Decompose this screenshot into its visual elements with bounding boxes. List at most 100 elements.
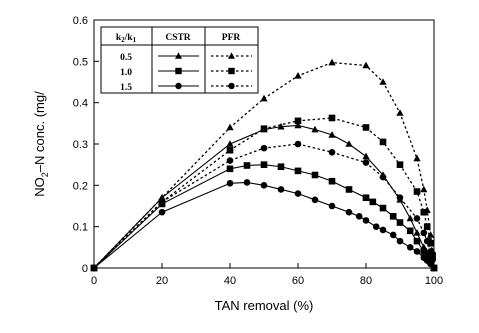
data-point-triangle — [174, 52, 183, 59]
data-point-triangle — [277, 122, 285, 130]
data-point-square — [345, 186, 353, 193]
data-point-square — [175, 67, 182, 75]
data-point-triangle — [328, 58, 336, 66]
data-point-circle — [226, 179, 234, 187]
data-point-square — [294, 117, 302, 125]
data-point-circle — [355, 213, 363, 220]
y-tick-label: 0.2 — [73, 180, 88, 192]
data-point-circle — [379, 173, 387, 181]
data-point-circle — [158, 198, 166, 206]
data-point-square — [228, 67, 235, 75]
data-point-square — [396, 219, 404, 226]
data-point-circle — [90, 264, 98, 272]
data-point-circle — [294, 190, 302, 197]
data-point-circle — [396, 237, 404, 245]
data-point-triangle — [345, 140, 353, 147]
data-point-triangle — [227, 52, 236, 59]
data-point-square — [226, 165, 234, 173]
data-point-triangle — [379, 78, 387, 85]
data-point-triangle — [328, 131, 336, 138]
data-point-square — [427, 239, 434, 247]
y-tick-label: 0 — [82, 263, 88, 275]
data-point-square — [260, 161, 268, 168]
data-point-triangle — [413, 229, 421, 236]
data-point-triangle — [426, 231, 435, 238]
y-tick-label: 0.3 — [73, 139, 88, 151]
data-point-circle — [345, 208, 353, 216]
data-point-square — [420, 208, 428, 216]
data-point-circle — [362, 159, 370, 166]
data-point-circle — [243, 179, 251, 186]
x-tick-label: 0 — [91, 275, 97, 287]
y-tick-label: 0.5 — [73, 56, 88, 68]
legend-header-ratio: k2/k1 — [116, 33, 137, 44]
data-point-triangle — [406, 214, 414, 222]
data-point-circle — [413, 215, 421, 222]
data-point-circle — [423, 237, 431, 245]
legend-row-label: 0.5 — [120, 53, 132, 63]
data-point-circle — [226, 157, 234, 164]
data-point-circle — [427, 248, 434, 255]
data-point-square — [379, 204, 387, 212]
legend: k2/k1 CSTR PFR 0.5 1.0 1.5 — [100, 26, 259, 94]
data-point-circle — [396, 194, 404, 202]
data-point-circle — [406, 244, 414, 251]
x-tick-label: 40 — [224, 275, 236, 287]
data-point-circle — [429, 256, 436, 264]
data-point-triangle — [260, 94, 268, 102]
legend-header-pfr: PFR — [222, 33, 241, 43]
data-point-circle — [175, 82, 182, 90]
data-point-square — [362, 124, 370, 131]
data-point-square — [389, 213, 397, 220]
data-point-circle — [328, 202, 336, 210]
data-point-square — [413, 188, 421, 195]
x-axis-title: TAN removal (%) — [215, 298, 314, 313]
data-point-square — [396, 161, 404, 168]
data-point-triangle — [226, 123, 234, 131]
data-point-triangle — [294, 72, 302, 79]
data-point-circle — [328, 148, 336, 156]
data-point-circle — [158, 208, 166, 216]
data-point-triangle — [362, 61, 370, 69]
data-point-square — [406, 227, 414, 235]
data-point-circle — [294, 140, 302, 148]
data-point-square — [294, 167, 302, 175]
data-point-circle — [277, 186, 285, 193]
y-tick-label: 0.4 — [73, 98, 88, 110]
data-point-circle — [413, 248, 421, 255]
data-point-square — [379, 138, 387, 146]
x-tick-label: 60 — [292, 275, 304, 287]
data-point-triangle — [420, 185, 428, 193]
x-tick-label: 20 — [156, 275, 168, 287]
x-tick-label: 80 — [360, 275, 372, 287]
data-point-square — [413, 237, 421, 245]
data-point-circle — [372, 223, 380, 230]
y-axis-title-subscript: 2 — [40, 172, 50, 177]
data-point-square — [243, 162, 251, 169]
data-point-square — [226, 146, 234, 154]
legend-header-cstr: CSTR — [165, 33, 190, 43]
data-point-square — [362, 194, 370, 202]
series-line-cstr-1_5 — [93, 181, 435, 269]
x-tick-label: 100 — [425, 275, 443, 287]
data-point-triangle — [311, 125, 319, 133]
y-axis-title: NO2–N conc. (mg/ — [32, 91, 50, 197]
y-tick-label: 0.6 — [73, 15, 88, 27]
data-point-square — [420, 248, 428, 255]
data-point-square — [423, 223, 431, 230]
data-point-square — [328, 114, 336, 122]
data-point-triangle — [413, 154, 421, 162]
data-point-circle — [420, 229, 428, 237]
legend-row-label: 1.5 — [120, 83, 132, 93]
series-layer — [90, 58, 438, 272]
data-point-square — [260, 125, 268, 133]
data-point-triangle — [294, 121, 302, 129]
data-point-square — [429, 252, 436, 259]
data-point-triangle — [226, 140, 234, 147]
legend-box — [100, 26, 259, 94]
data-point-circle — [389, 231, 397, 239]
legend-row-label: 1.0 — [120, 68, 132, 78]
data-point-triangle — [362, 152, 370, 160]
data-point-square — [328, 177, 336, 185]
data-point-circle — [430, 264, 438, 272]
